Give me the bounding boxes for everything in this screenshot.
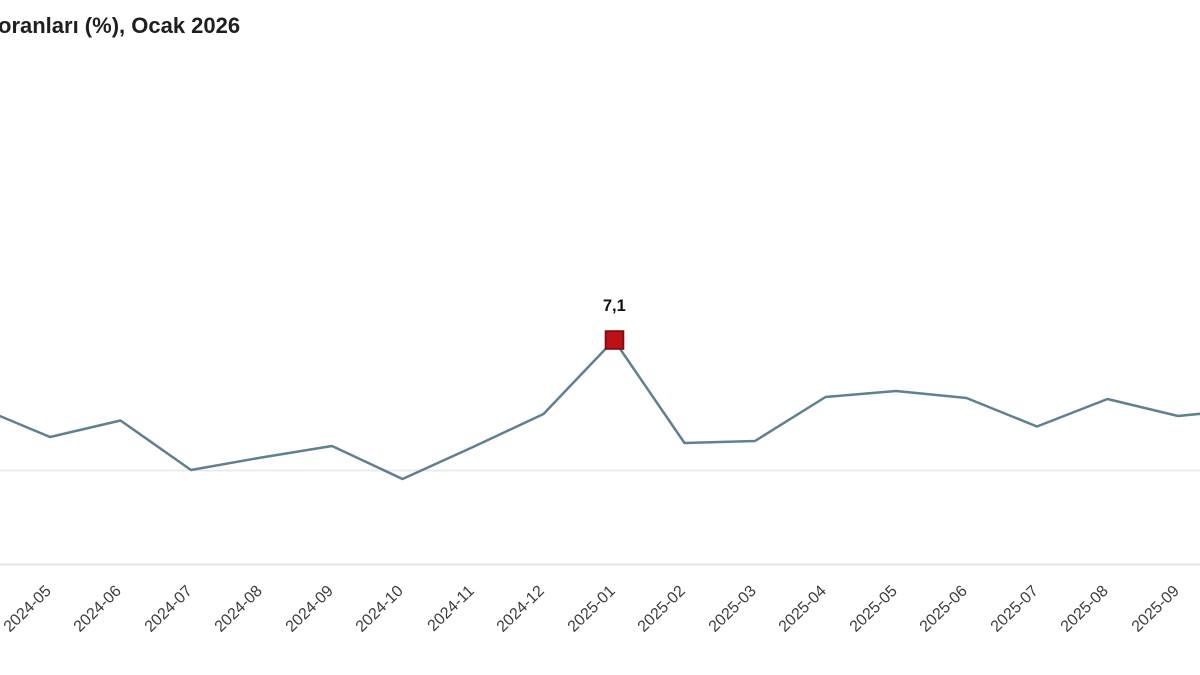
svg-text:oranları (%), Ocak 2026: oranları (%), Ocak 2026: [0, 13, 240, 38]
svg-text:7,1: 7,1: [603, 297, 626, 315]
